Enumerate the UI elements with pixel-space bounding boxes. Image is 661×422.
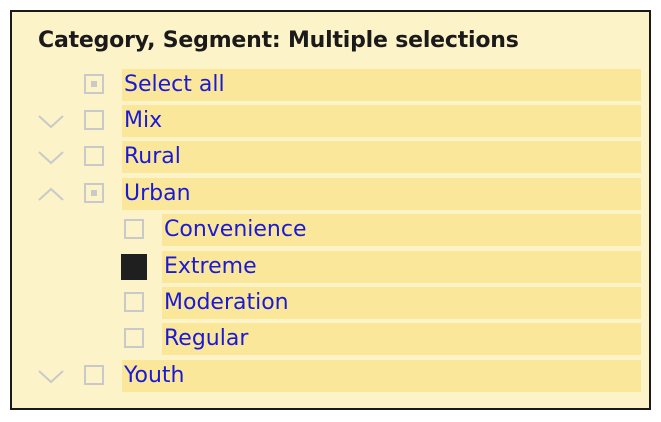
checkbox-icon[interactable] xyxy=(84,365,104,385)
chevron-down-icon[interactable] xyxy=(36,108,66,134)
item-highlight xyxy=(162,287,641,319)
item-highlight xyxy=(122,178,641,210)
item-highlight xyxy=(122,105,641,137)
slicer-item-label: Rural xyxy=(124,144,181,169)
slicer-item-label: Convenience xyxy=(164,217,307,242)
slicer-item-label: Moderation xyxy=(164,290,289,315)
slicer-item-label: Youth xyxy=(124,363,185,388)
slicer-item-rural[interactable]: Rural xyxy=(12,141,649,173)
item-highlight xyxy=(162,214,641,246)
checkbox-partial-icon[interactable] xyxy=(84,74,104,94)
slicer-item-mix[interactable]: Mix xyxy=(12,105,649,137)
item-highlight xyxy=(162,323,641,355)
slicer-item-convenience[interactable]: Convenience xyxy=(12,214,649,246)
slicer-item-label: Extreme xyxy=(164,254,257,279)
slicer-item-regular[interactable]: Regular xyxy=(12,323,649,355)
slicer-item-extreme[interactable]: Extreme xyxy=(12,251,649,283)
checkbox-checked-icon[interactable] xyxy=(121,254,147,280)
checkbox-icon[interactable] xyxy=(84,110,104,130)
slicer-item-label: Select all xyxy=(124,72,225,97)
chevron-down-icon[interactable] xyxy=(36,363,66,389)
slicer-item-urban[interactable]: Urban xyxy=(12,178,649,210)
item-highlight xyxy=(122,69,641,101)
slicer-item-select-all[interactable]: Select all xyxy=(12,69,649,101)
chevron-up-icon[interactable] xyxy=(36,181,66,207)
slicer-item-label: Regular xyxy=(164,326,249,351)
slicer-item-label: Urban xyxy=(124,181,191,206)
checkbox-icon[interactable] xyxy=(124,219,144,239)
chevron-down-icon[interactable] xyxy=(36,144,66,170)
checkbox-icon[interactable] xyxy=(124,328,144,348)
item-highlight xyxy=(122,141,641,173)
slicer-title: Category, Segment: Multiple selections xyxy=(38,28,519,53)
item-highlight xyxy=(122,360,641,392)
item-highlight xyxy=(162,251,641,283)
checkbox-partial-icon[interactable] xyxy=(84,183,104,203)
checkbox-icon[interactable] xyxy=(124,292,144,312)
slicer-panel: Category, Segment: Multiple selections S… xyxy=(10,10,651,410)
slicer-item-moderation[interactable]: Moderation xyxy=(12,287,649,319)
slicer-item-youth[interactable]: Youth xyxy=(12,360,649,392)
checkbox-icon[interactable] xyxy=(84,146,104,166)
slicer-item-label: Mix xyxy=(124,108,163,133)
